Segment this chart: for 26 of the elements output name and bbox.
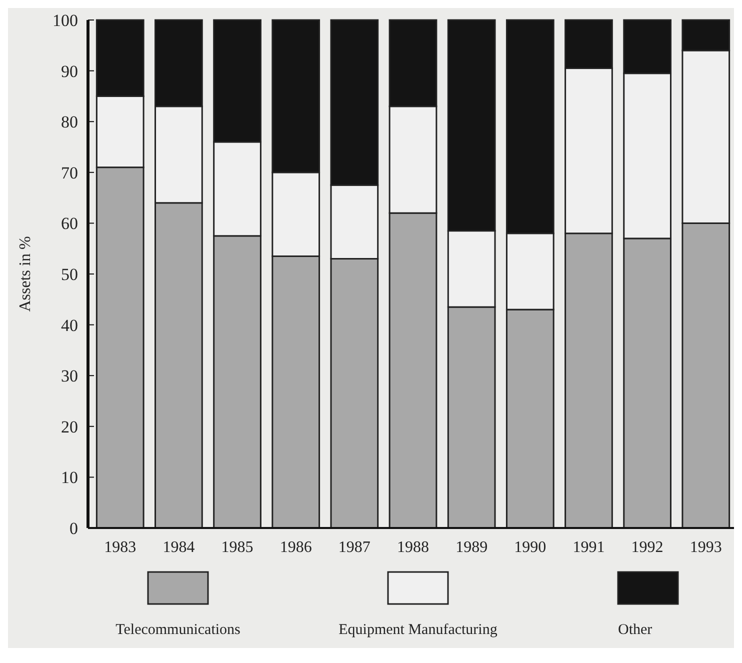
x-tick-label: 1984 <box>162 539 195 556</box>
y-tick-label: 10 <box>61 468 78 488</box>
x-tick-label: 1983 <box>104 539 136 556</box>
x-tick-label: 1993 <box>690 539 722 556</box>
y-axis-title: Assets in % <box>17 236 34 312</box>
y-tick-label: 90 <box>61 62 78 81</box>
x-tick-label: 1987 <box>338 539 370 556</box>
x-tick-label: 1988 <box>397 539 429 556</box>
x-tick-label: 1990 <box>514 539 546 556</box>
x-tick-label: 1986 <box>280 539 312 556</box>
x-tick-label: 1992 <box>631 539 664 556</box>
y-tick-label: 20 <box>61 417 78 436</box>
y-tick-label: 60 <box>61 214 78 234</box>
y-tick-label: 0 <box>70 518 78 538</box>
y-tick-label: 40 <box>61 316 78 335</box>
y-tick-label: 70 <box>61 163 78 182</box>
x-tick-label: 1985 <box>221 539 254 556</box>
x-tick-label: 1991 <box>572 539 605 556</box>
x-tick-label: 1989 <box>456 539 488 556</box>
y-tick-label: 50 <box>61 264 78 284</box>
legend-label: Equipment Manufacturing <box>338 622 498 638</box>
y-tick-label: 30 <box>61 366 78 386</box>
y-tick-label: 100 <box>52 10 78 30</box>
legend-label: Other <box>618 622 652 638</box>
legend-label: Telecommunications <box>116 622 241 638</box>
y-tick-label: 80 <box>61 112 78 132</box>
